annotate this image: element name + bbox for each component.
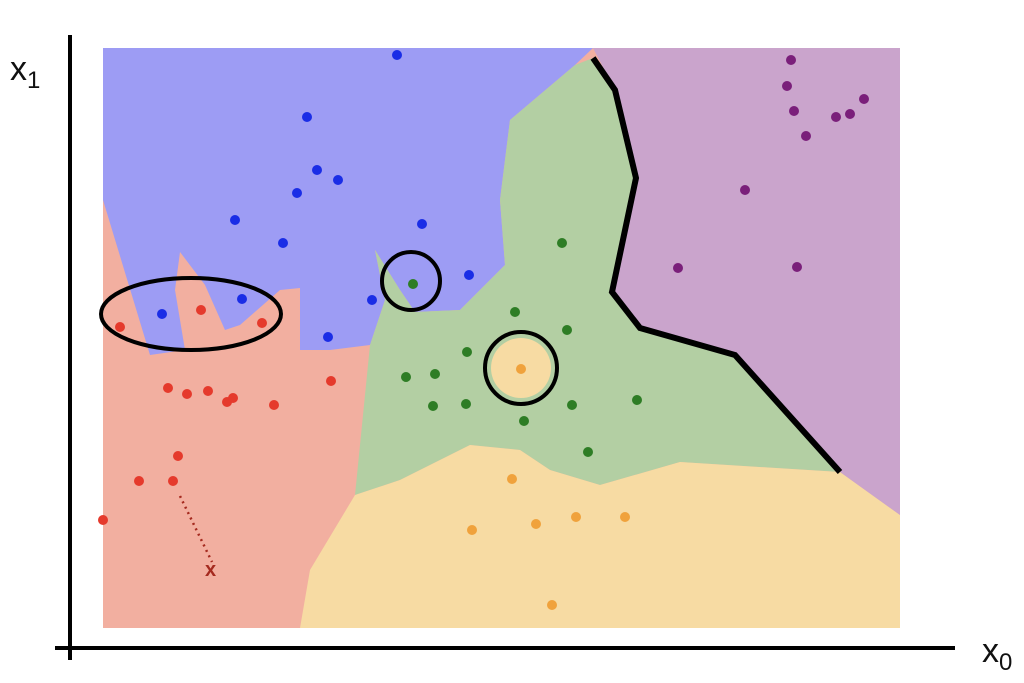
point-blue	[292, 188, 302, 198]
point-red	[203, 386, 213, 396]
point-yellow	[467, 525, 477, 535]
point-yellow	[516, 364, 526, 374]
point-yellow	[620, 512, 630, 522]
point-red	[196, 305, 206, 315]
point-green	[461, 399, 471, 409]
point-green	[557, 238, 567, 248]
x-axis-label: x0	[982, 632, 1012, 676]
point-red	[134, 476, 144, 486]
point-purple	[792, 262, 802, 272]
point-green	[462, 347, 472, 357]
highlight-ellipse	[99, 276, 283, 352]
point-blue	[464, 270, 474, 280]
highlight-circle-yellow	[483, 330, 559, 406]
boundary-line	[590, 56, 843, 475]
point-blue	[312, 165, 322, 175]
annotations	[99, 56, 843, 475]
point-blue	[392, 50, 402, 60]
point-blue	[333, 175, 343, 185]
point-blue	[278, 238, 288, 248]
training-points	[98, 50, 869, 610]
point-red	[326, 376, 336, 386]
point-blue	[417, 219, 427, 229]
point-blue	[323, 332, 333, 342]
point-purple	[801, 131, 811, 141]
point-purple	[782, 81, 792, 91]
point-green	[583, 447, 593, 457]
point-blue	[230, 215, 240, 225]
point-red	[173, 451, 183, 461]
point-red	[168, 476, 178, 486]
point-green	[408, 279, 418, 289]
region-yellow	[300, 445, 900, 628]
point-green	[428, 401, 438, 411]
point-green	[562, 325, 572, 335]
point-yellow	[531, 519, 541, 529]
point-purple	[831, 112, 841, 122]
point-red	[228, 393, 238, 403]
point-purple	[740, 185, 750, 195]
point-red	[182, 389, 192, 399]
point-purple	[789, 106, 799, 116]
point-red	[257, 318, 267, 328]
point-red	[269, 400, 279, 410]
point-green	[430, 369, 440, 379]
point-red	[98, 515, 108, 525]
point-blue	[302, 112, 312, 122]
y-axis-label: x1	[10, 50, 40, 94]
point-green	[632, 395, 642, 405]
point-purple	[859, 94, 869, 104]
point-purple	[673, 263, 683, 273]
highlight-circle-green	[380, 250, 442, 312]
query-point-marker: x	[205, 559, 216, 581]
point-green	[567, 400, 577, 410]
point-red	[115, 322, 125, 332]
region-green	[355, 58, 840, 495]
point-blue	[237, 294, 247, 304]
point-green	[401, 372, 411, 382]
point-purple	[786, 55, 796, 65]
point-red	[163, 383, 173, 393]
point-green	[519, 416, 529, 426]
point-yellow	[507, 474, 517, 484]
point-yellow	[571, 512, 581, 522]
point-purple	[845, 109, 855, 119]
point-yellow	[547, 600, 557, 610]
point-blue	[367, 295, 377, 305]
query-neighbor-line	[178, 495, 214, 563]
point-green	[510, 307, 520, 317]
region-purple	[593, 48, 900, 515]
point-blue	[157, 309, 167, 319]
